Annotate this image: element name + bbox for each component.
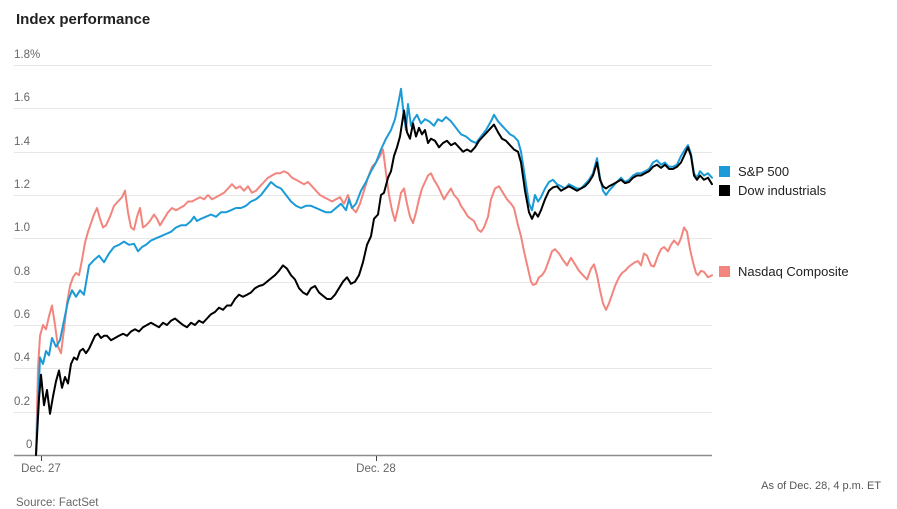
series-line-dow-industrials: [35, 109, 713, 456]
y-tick-label: 0: [26, 439, 33, 451]
axis-ticks: [41, 456, 377, 461]
y-tick-label: 0.6: [14, 309, 30, 321]
sp500-swatch-icon: [719, 166, 730, 177]
legend-label-sp500: S&P 500: [738, 164, 790, 179]
legend-label-nasdaq: Nasdaq Composite: [738, 264, 849, 279]
dow-swatch-icon: [719, 185, 730, 196]
source-note: Source: FactSet: [16, 497, 99, 509]
as-of-note: As of Dec. 28, 4 p.m. ET: [761, 480, 881, 492]
y-tick-label: 1.4: [14, 135, 30, 148]
legend-item-sp500: S&P 500: [719, 164, 789, 179]
legend-item-nasdaq: Nasdaq Composite: [719, 264, 849, 279]
nasdaq-swatch-icon: [719, 266, 730, 277]
x-tick-label: Dec. 27: [21, 463, 61, 475]
series-lines: [35, 87, 713, 456]
x-tick-label: Dec. 28: [356, 463, 396, 475]
series-line-nasdaq-composite: [35, 148, 713, 456]
series-line-s-p-500: [35, 87, 713, 456]
y-tick-label: 0.4: [14, 352, 30, 365]
y-tick-label: 0.2: [14, 395, 30, 408]
y-tick-label: 1.8%: [14, 49, 41, 61]
legend-item-dow: Dow industrials: [719, 183, 826, 198]
y-tick-label: 0.8: [14, 265, 30, 278]
legend-label-dow: Dow industrials: [738, 183, 827, 198]
y-tick-label: 1.0: [14, 222, 30, 235]
y-tick-label: 1.2: [14, 179, 30, 191]
chart-title: Index performance: [16, 11, 151, 28]
y-tick-label: 1.6: [14, 92, 30, 105]
